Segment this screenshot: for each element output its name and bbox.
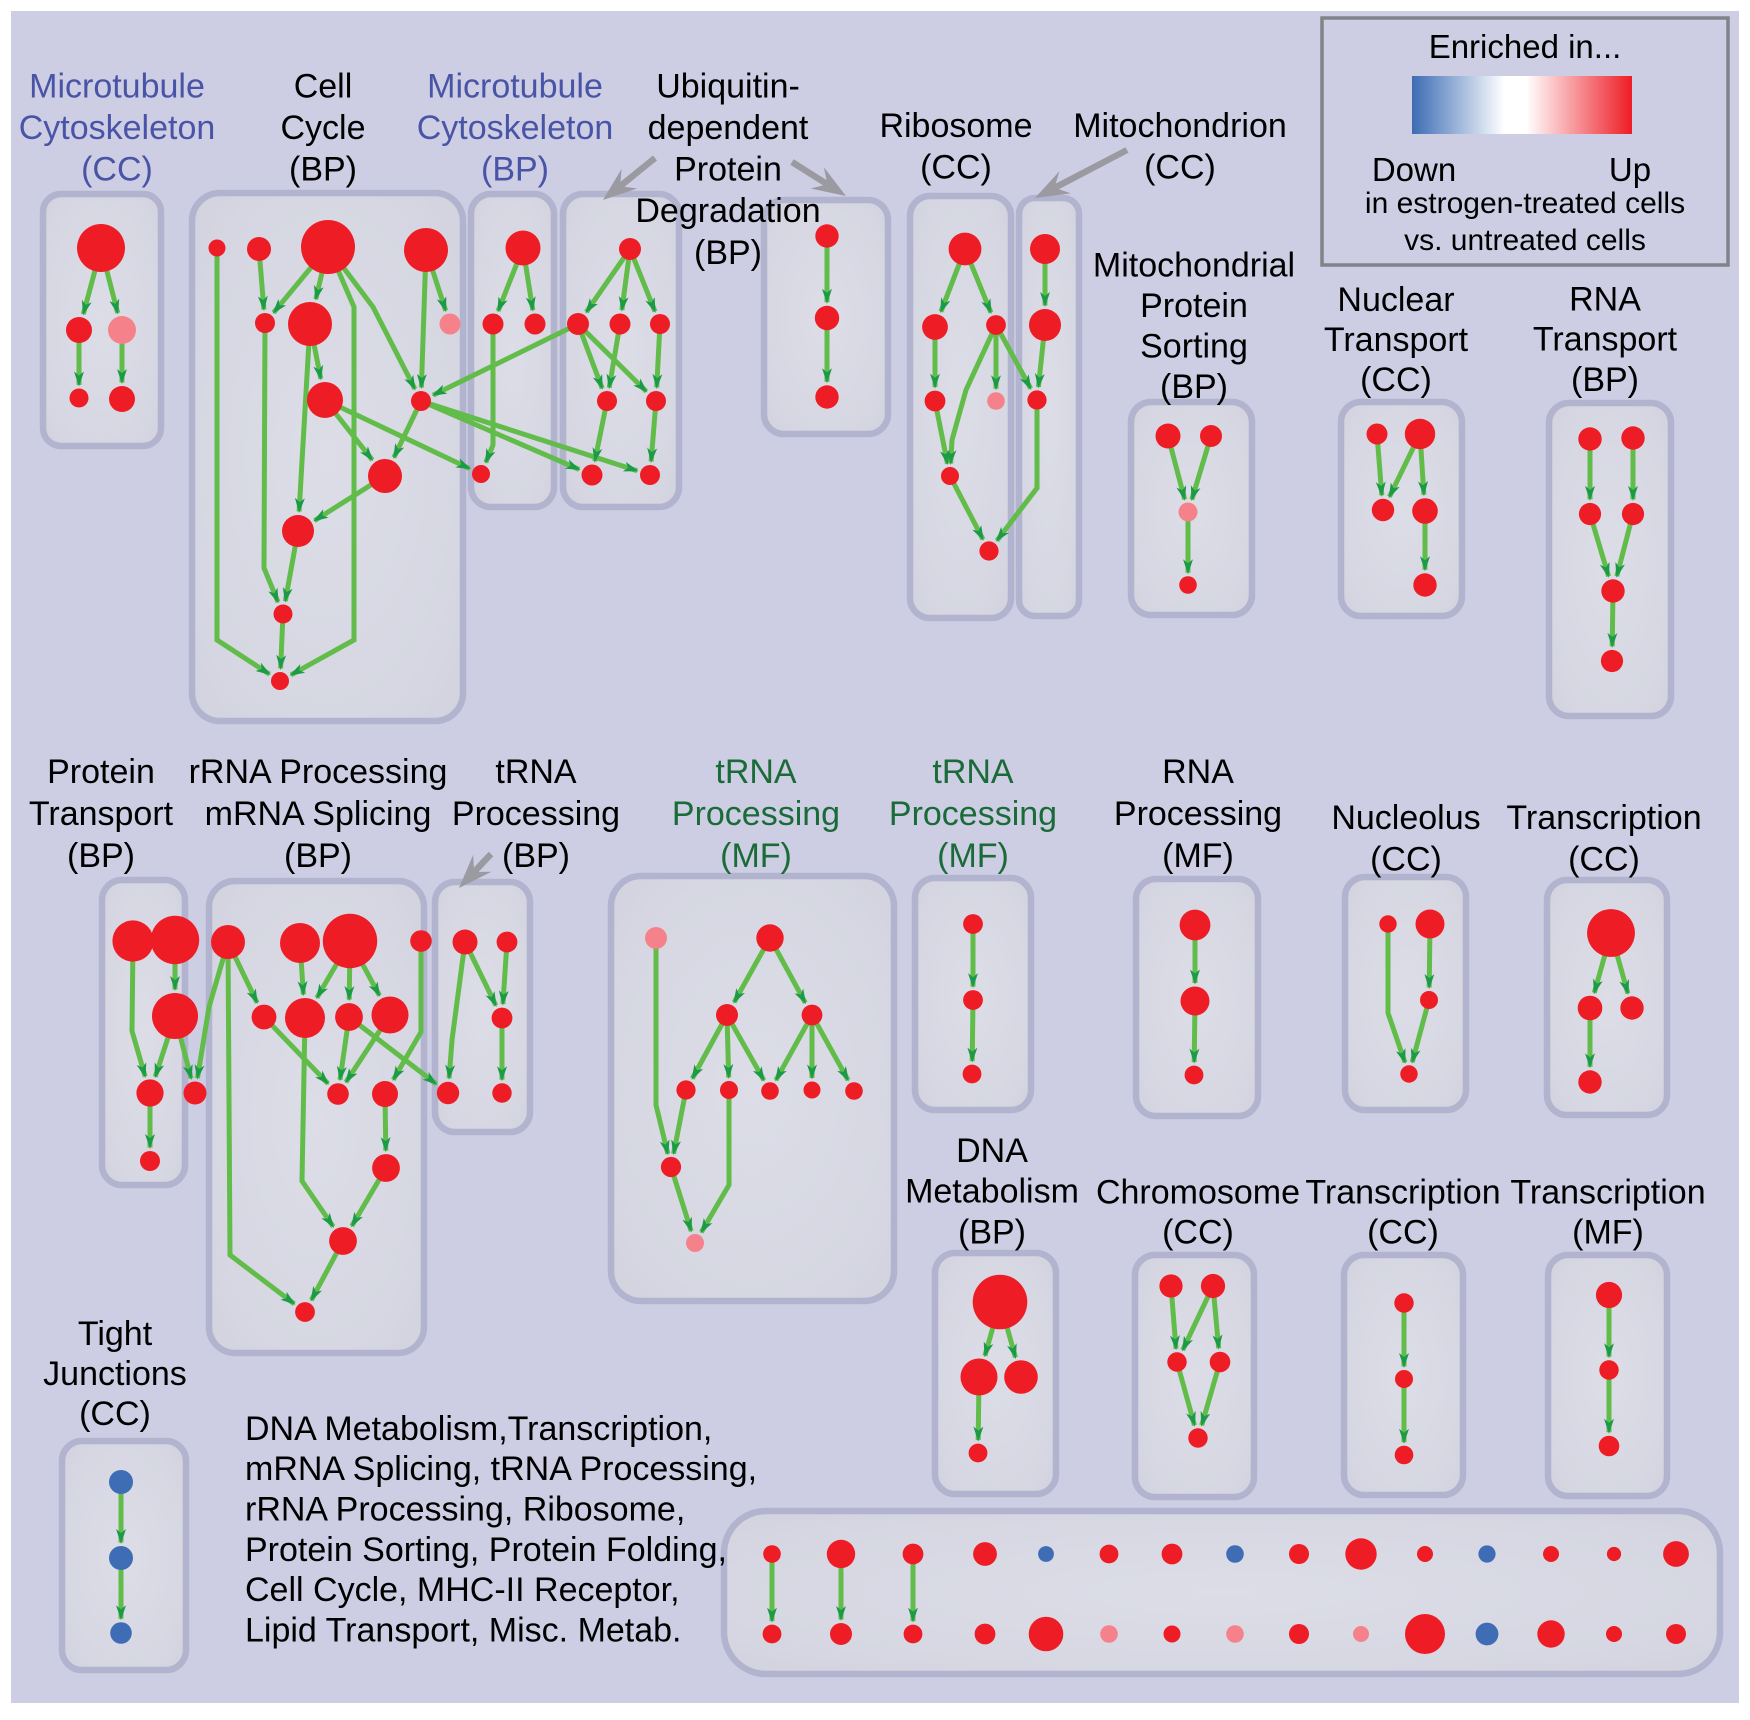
svg-text:Ribosome: Ribosome — [879, 107, 1032, 145]
svg-text:Processing: Processing — [1114, 795, 1282, 833]
svg-text:(MF): (MF) — [1162, 837, 1234, 875]
svg-text:mRNA Splicing, tRNA Processing: mRNA Splicing, tRNA Processing, — [245, 1450, 757, 1488]
svg-text:Transport: Transport — [1533, 321, 1678, 359]
svg-text:Protein: Protein — [47, 753, 155, 791]
svg-text:(BP): (BP) — [284, 837, 352, 875]
svg-text:Down: Down — [1372, 151, 1456, 188]
svg-text:(CC): (CC) — [81, 151, 153, 189]
svg-text:(CC): (CC) — [1360, 361, 1432, 399]
svg-text:RNA: RNA — [1162, 753, 1234, 791]
svg-text:Transcription: Transcription — [1305, 1173, 1500, 1211]
svg-text:(CC): (CC) — [1162, 1214, 1234, 1252]
svg-text:(BP): (BP) — [1571, 361, 1639, 399]
svg-text:Chromosome: Chromosome — [1096, 1173, 1300, 1211]
svg-text:(CC): (CC) — [1367, 1214, 1439, 1252]
svg-text:Protein: Protein — [674, 151, 782, 189]
svg-text:Mitochondrion: Mitochondrion — [1073, 107, 1287, 145]
svg-text:Nuclear: Nuclear — [1337, 281, 1454, 319]
svg-text:tRNA: tRNA — [715, 753, 797, 791]
svg-text:(BP): (BP) — [694, 234, 762, 272]
svg-text:Degradation: Degradation — [635, 192, 820, 230]
svg-text:Junctions: Junctions — [43, 1355, 187, 1393]
svg-text:RNA: RNA — [1569, 280, 1641, 318]
svg-text:(MF): (MF) — [1572, 1214, 1644, 1252]
svg-text:Cell Cycle, MHC-II Receptor,: Cell Cycle, MHC-II Receptor, — [245, 1571, 680, 1609]
svg-text:rRNA Processing: rRNA Processing — [189, 753, 448, 791]
svg-text:Microtubule: Microtubule — [427, 67, 603, 105]
svg-text:Tight: Tight — [78, 1315, 153, 1353]
svg-text:Lipid Transport, Misc. Metab.: Lipid Transport, Misc. Metab. — [245, 1611, 682, 1649]
svg-text:(BP): (BP) — [289, 151, 357, 189]
svg-text:Cytoskeleton: Cytoskeleton — [417, 109, 614, 147]
svg-text:(CC): (CC) — [920, 149, 992, 187]
svg-text:Transcription: Transcription — [1510, 1173, 1705, 1211]
svg-text:Cycle: Cycle — [280, 109, 365, 147]
svg-text:Enriched in...: Enriched in... — [1429, 28, 1622, 65]
svg-text:Processing: Processing — [452, 795, 620, 833]
svg-text:tRNA: tRNA — [932, 753, 1014, 791]
svg-text:tRNA: tRNA — [495, 753, 577, 791]
svg-text:Transport: Transport — [1324, 321, 1469, 359]
svg-text:mRNA Splicing: mRNA Splicing — [205, 795, 432, 833]
svg-text:Up: Up — [1609, 151, 1651, 188]
svg-text:Protein: Protein — [1140, 287, 1248, 325]
svg-text:Nucleolus: Nucleolus — [1331, 799, 1480, 837]
svg-text:Processing: Processing — [672, 795, 840, 833]
svg-text:Ubiquitin-: Ubiquitin- — [656, 67, 800, 105]
svg-text:(CC): (CC) — [1370, 841, 1442, 879]
svg-text:(MF): (MF) — [720, 837, 792, 875]
svg-text:DNA Metabolism,Transcription,: DNA Metabolism,Transcription, — [245, 1410, 712, 1448]
svg-text:(CC): (CC) — [1144, 149, 1216, 187]
svg-text:(BP): (BP) — [1160, 368, 1228, 406]
svg-text:(CC): (CC) — [1568, 841, 1640, 879]
svg-text:Cytoskeleton: Cytoskeleton — [19, 109, 216, 147]
svg-text:(BP): (BP) — [67, 837, 135, 875]
svg-text:vs. untreated cells: vs. untreated cells — [1404, 224, 1646, 257]
svg-text:Processing: Processing — [889, 795, 1057, 833]
svg-text:in estrogen-treated cells: in estrogen-treated cells — [1365, 187, 1685, 220]
svg-text:DNA: DNA — [956, 1132, 1028, 1170]
svg-text:Transcription: Transcription — [1506, 799, 1701, 837]
svg-text:Metabolism: Metabolism — [905, 1173, 1079, 1211]
svg-text:Microtubule: Microtubule — [29, 67, 205, 105]
svg-text:(CC): (CC) — [79, 1395, 151, 1433]
svg-text:(BP): (BP) — [502, 837, 570, 875]
svg-text:(BP): (BP) — [958, 1214, 1026, 1252]
svg-text:Sorting: Sorting — [1140, 327, 1248, 365]
svg-text:rRNA Processing, Ribosome,: rRNA Processing, Ribosome, — [245, 1491, 685, 1529]
svg-text:Transport: Transport — [29, 795, 174, 833]
svg-text:(BP): (BP) — [481, 151, 549, 189]
svg-text:(MF): (MF) — [937, 837, 1009, 875]
svg-text:Cell: Cell — [294, 67, 353, 105]
svg-text:dependent: dependent — [648, 109, 809, 147]
svg-text:Mitochondrial: Mitochondrial — [1093, 246, 1295, 284]
svg-text:Protein Sorting, Protein Foldi: Protein Sorting, Protein Folding, — [245, 1531, 727, 1569]
